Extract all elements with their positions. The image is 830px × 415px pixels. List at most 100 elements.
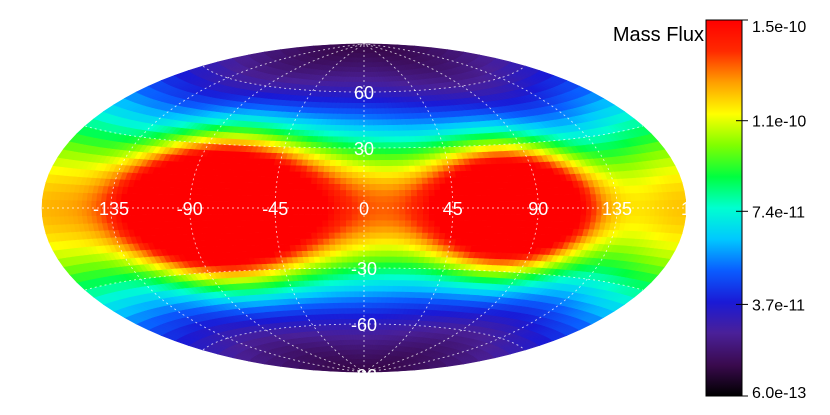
- map-cell: [416, 213, 424, 221]
- map-cell: [312, 244, 320, 251]
- map-cell: [357, 177, 365, 185]
- map-cell: [548, 194, 555, 202]
- map-cell: [570, 207, 577, 216]
- map-cell: [404, 183, 412, 190]
- map-cell: [381, 195, 389, 203]
- map-cell: [393, 189, 400, 197]
- map-cell: [554, 201, 561, 209]
- map-cell: [363, 219, 371, 227]
- map-cell: [515, 207, 522, 215]
- map-cell: [130, 207, 137, 216]
- map-cell: [434, 201, 442, 209]
- map-cell: [141, 193, 149, 202]
- map-cell: [427, 226, 435, 233]
- map-cell: [375, 183, 383, 191]
- map-cell: [417, 201, 424, 209]
- map-cell: [333, 219, 341, 227]
- map-cell: [363, 189, 371, 197]
- map-cell: [393, 207, 401, 215]
- map-cell: [354, 290, 360, 298]
- map-cell: [67, 199, 74, 209]
- map-cell: [334, 183, 341, 191]
- map-cell: [329, 250, 337, 257]
- map-cell: [293, 226, 301, 233]
- map-cell: [275, 183, 283, 190]
- map-cell: [327, 207, 335, 215]
- map-cell: [162, 214, 170, 222]
- map-cell: [324, 153, 332, 160]
- map-cell: [475, 195, 483, 202]
- map-cell: [369, 213, 377, 221]
- map-cell: [340, 165, 348, 172]
- map-cell: [330, 255, 338, 263]
- map-cell: [469, 213, 477, 221]
- map-cell: [374, 244, 382, 251]
- map-cell: [347, 141, 354, 149]
- map-cell: [316, 189, 324, 197]
- map-cell: [311, 238, 319, 245]
- map-cell: [286, 189, 294, 196]
- map-cell: [440, 189, 447, 196]
- map-cell: [434, 189, 442, 196]
- map-cell: [368, 296, 374, 303]
- map-cell: [385, 249, 393, 257]
- map-cell: [369, 159, 376, 166]
- map-cell: [167, 201, 174, 209]
- map-cell: [397, 165, 405, 172]
- map-cell: [54, 207, 61, 217]
- map-cell: [156, 200, 164, 209]
- map-cell: [369, 165, 376, 172]
- map-cell: [330, 153, 338, 161]
- map-cell: [50, 207, 56, 217]
- map-cell: [398, 171, 405, 178]
- map-cell: [379, 141, 386, 149]
- map-cell: [381, 207, 389, 215]
- map-cell: [316, 201, 323, 209]
- map-cell: [363, 307, 369, 314]
- map-cell: [398, 238, 405, 245]
- map-cell: [409, 238, 417, 245]
- map-cell: [369, 195, 377, 203]
- map-cell: [649, 199, 656, 209]
- map-cell: [411, 201, 418, 209]
- map-cell: [368, 279, 375, 286]
- map-cell: [346, 177, 353, 184]
- map-cell: [375, 238, 382, 245]
- map-cell: [345, 195, 353, 203]
- map-cell: [404, 177, 412, 185]
- map-cell: [580, 207, 587, 216]
- map-cell: [464, 201, 471, 209]
- map-cell: [292, 201, 300, 209]
- map-cell: [659, 199, 665, 209]
- map-cell: [334, 165, 342, 173]
- map-cell: [63, 199, 69, 209]
- map-cell: [269, 226, 277, 234]
- map-cell: [358, 285, 365, 292]
- map-cell: [548, 200, 555, 209]
- map-cell: [464, 207, 471, 215]
- map-cell: [403, 171, 411, 178]
- map-cell: [399, 219, 406, 227]
- map-cell: [167, 194, 175, 202]
- map-cell: [345, 207, 353, 215]
- map-cell: [375, 232, 382, 239]
- map-cell: [357, 238, 365, 245]
- map-cell: [591, 200, 598, 209]
- map-cell: [553, 194, 561, 202]
- map-cell: [354, 296, 360, 303]
- map-cell: [392, 177, 400, 184]
- map-cell: [421, 232, 429, 239]
- map-cell: [434, 213, 442, 221]
- map-cell: [217, 194, 225, 202]
- map-cell: [387, 183, 394, 191]
- map-cell: [316, 207, 323, 215]
- map-cell: [340, 238, 348, 245]
- map-cell: [398, 232, 406, 239]
- map-cell: [228, 213, 236, 221]
- map-cell: [234, 207, 241, 215]
- map-cell: [217, 201, 224, 209]
- map-cell: [281, 189, 288, 196]
- map-cell: [363, 244, 371, 251]
- map-cell: [363, 165, 371, 172]
- map-cell: [380, 238, 388, 245]
